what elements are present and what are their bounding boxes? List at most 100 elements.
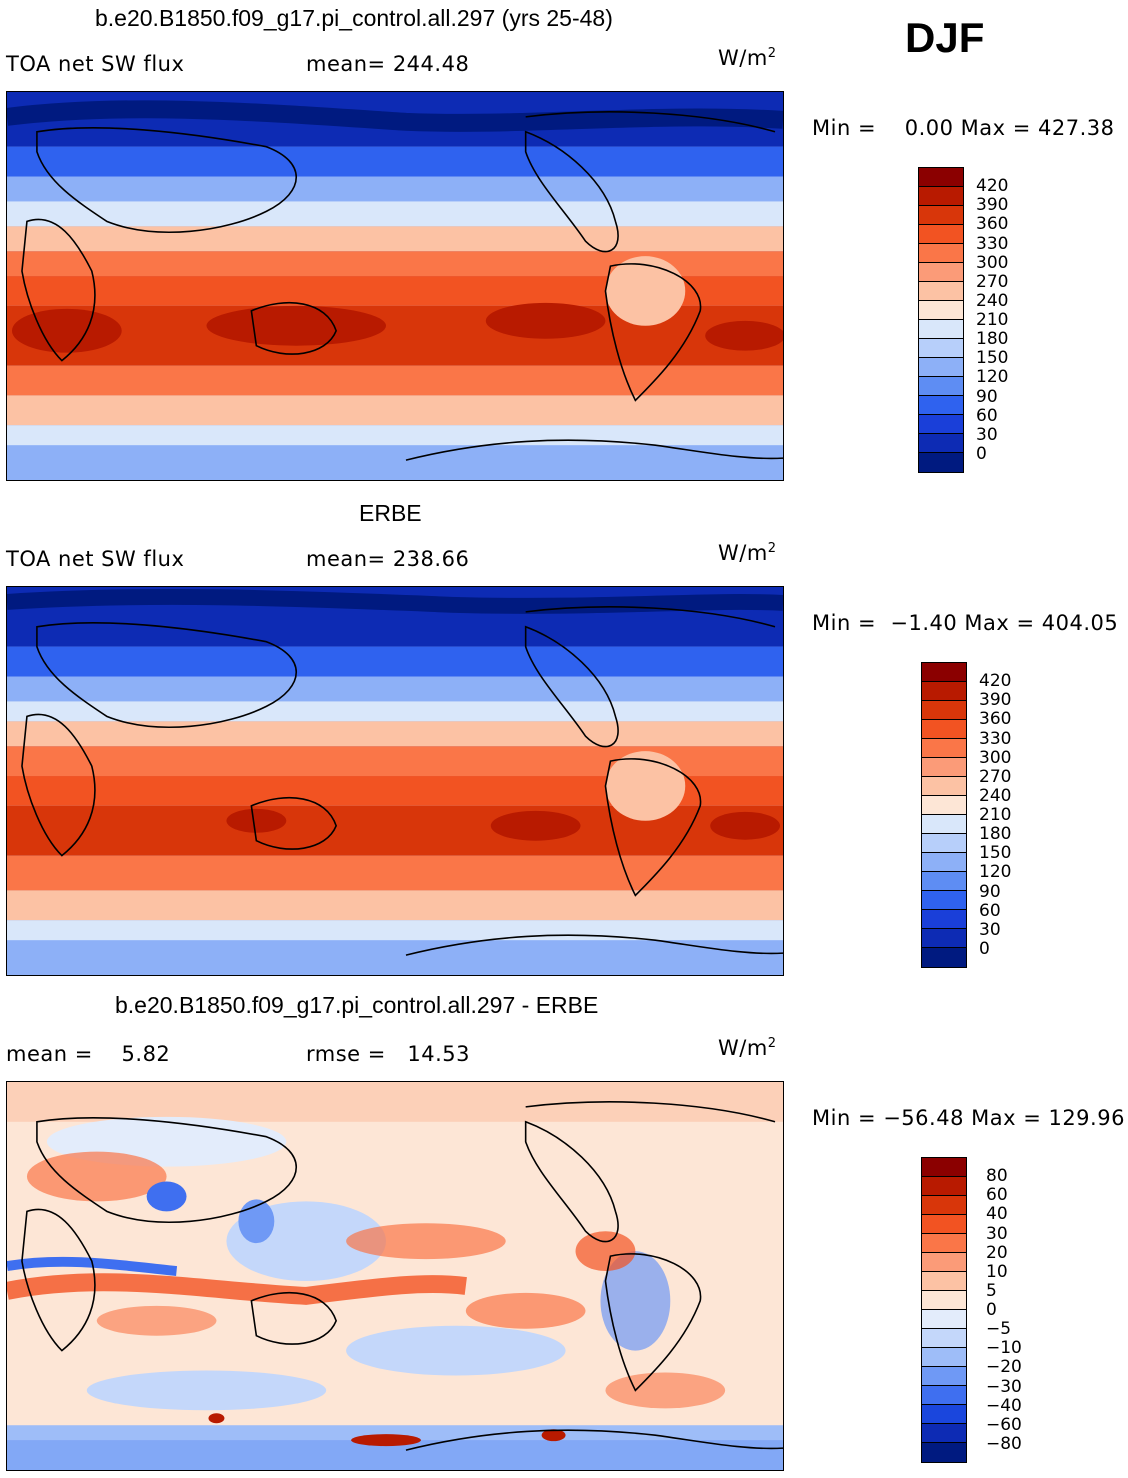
colorbar-tick-label: −10: [986, 1338, 1022, 1359]
colorbar-tick-label: 330: [979, 728, 1012, 749]
colorbar-tick-label: 60: [976, 405, 998, 426]
colorbar-tick-label: 240: [979, 785, 1012, 806]
colorbar-tick-label: 120: [979, 862, 1012, 883]
colorbar-tick-label: 330: [976, 233, 1009, 254]
colorbar-tick-label: 20: [986, 1242, 1008, 1263]
colorbar-tick-label: 30: [986, 1223, 1008, 1244]
panel-2-variable-label: TOA net SW flux: [6, 547, 185, 571]
panel-3-units: W/m2: [718, 1036, 777, 1060]
colorbar-tick-label: 210: [976, 310, 1009, 330]
colorbar-tick-label: 360: [976, 214, 1009, 235]
colorbar-swatch: [922, 1424, 966, 1443]
colorbar-swatch: [919, 358, 963, 377]
colorbar-swatch: [922, 1291, 966, 1310]
panel-2-map-field: [7, 587, 783, 975]
colorbar-tick-label: 270: [976, 271, 1009, 292]
colorbar-tick-label: −20: [986, 1357, 1022, 1378]
colorbar-tick-label: 150: [979, 843, 1012, 864]
colorbar-swatch: [922, 1215, 966, 1234]
colorbar-tick-label: 90: [976, 386, 998, 407]
colorbar-tick-label: 240: [976, 290, 1009, 311]
colorbar-tick-label: −40: [986, 1395, 1022, 1416]
season-label: DJF: [905, 14, 985, 61]
colorbar-swatch: [919, 434, 963, 453]
panel-1-map-field: [7, 92, 783, 480]
colorbar-swatch: [922, 1386, 966, 1405]
colorbar-tick-label: −60: [986, 1414, 1022, 1435]
colorbar-swatch: [922, 682, 966, 701]
panel-1-mean-label: mean= 244.48: [306, 52, 470, 76]
colorbar-swatch: [919, 377, 963, 396]
panel-3-title: b.e20.B1850.f09_g17.pi_control.all.297 -…: [115, 992, 599, 1018]
colorbar-tick-label: −5: [986, 1319, 1012, 1340]
colorbar-swatch: [919, 187, 963, 206]
colorbar-swatch: [922, 777, 966, 796]
colorbar-swatch: [922, 663, 966, 682]
colorbar-swatch: [922, 872, 966, 891]
colorbar-tick-label: 300: [979, 747, 1012, 768]
colorbar-swatch: [922, 815, 966, 834]
colorbar-tick-label: 40: [986, 1204, 1008, 1225]
colorbar-swatch: [919, 320, 963, 339]
colorbar-swatch: [922, 834, 966, 853]
colorbar-swatch: [919, 168, 963, 187]
colorbar-swatch: [922, 929, 966, 948]
colorbar-swatch: [922, 739, 966, 758]
colorbar-tick-label: 30: [976, 424, 998, 445]
colorbar-tick-label: 5: [986, 1280, 997, 1301]
colorbar-swatch: [922, 758, 966, 777]
colorbar-swatch: [919, 282, 963, 301]
colorbar-tick-label: 0: [979, 938, 990, 959]
colorbar-swatch: [922, 1367, 966, 1386]
colorbar-tick-label: 390: [979, 690, 1012, 711]
colorbar-swatch: [922, 1234, 966, 1253]
colorbar-tick-label: 300: [976, 252, 1009, 273]
colorbar-swatch: [919, 244, 963, 263]
colorbar-swatch: [922, 910, 966, 929]
colorbar-tick-label: 90: [979, 881, 1001, 902]
colorbar-tick-label: 210: [979, 805, 1012, 825]
colorbar-tick-label: 0: [976, 443, 987, 464]
panel-3-rmse-label: rmse = 14.53: [306, 1042, 470, 1066]
colorbar-swatch: [922, 1329, 966, 1348]
colorbar-swatch: [922, 853, 966, 872]
panel-3-minmax: Min = −56.48 Max = 129.96: [812, 1106, 1125, 1130]
colorbar-tick-label: 180: [976, 329, 1009, 350]
colorbar-swatch: [919, 225, 963, 244]
colorbar-tick-label: 10: [986, 1261, 1008, 1282]
colorbar-swatch: [919, 415, 963, 434]
colorbar-tick-label: 420: [979, 671, 1012, 692]
colorbar-tick-label: 60: [979, 900, 1001, 921]
colorbar-swatch: [919, 206, 963, 225]
colorbar-swatch: [922, 701, 966, 720]
colorbar-swatch: [922, 1272, 966, 1291]
colorbar-tick-label: 80: [986, 1166, 1008, 1187]
panel-2-title: ERBE: [359, 500, 422, 526]
colorbar-swatch: [922, 1158, 966, 1177]
panel-1-variable-label: TOA net SW flux: [6, 52, 185, 76]
colorbar-swatch: [919, 453, 963, 472]
colorbar-swatch: [919, 263, 963, 282]
colorbar-swatch: [922, 796, 966, 815]
colorbar-swatch: [919, 301, 963, 320]
colorbar-tick-label: 120: [976, 367, 1009, 388]
colorbar-tick-label: 270: [979, 766, 1012, 787]
colorbar-tick-label: 180: [979, 824, 1012, 845]
colorbar-swatch: [922, 1177, 966, 1196]
panel-1-minmax: Min = 0.00 Max = 427.38: [812, 116, 1115, 140]
panel-1-title: b.e20.B1850.f09_g17.pi_control.all.297 (…: [95, 5, 613, 31]
colorbar-tick-label: 420: [976, 176, 1009, 197]
panel-2-colorbar: [921, 662, 967, 968]
panel-2-minmax: Min = −1.40 Max = 404.05: [812, 611, 1119, 635]
panel-3-colorbar: [921, 1157, 967, 1463]
colorbar-swatch: [919, 339, 963, 358]
colorbar-swatch: [922, 1443, 966, 1462]
panel-2-mean-label: mean= 238.66: [306, 547, 470, 571]
colorbar-tick-label: 390: [976, 195, 1009, 216]
colorbar-swatch: [922, 891, 966, 910]
colorbar-tick-label: 30: [979, 919, 1001, 940]
panel-1-units: W/m2: [718, 46, 777, 70]
panel-2-map: [6, 586, 784, 976]
panel-3-mean-label: mean = 5.82: [6, 1042, 171, 1066]
colorbar-swatch: [922, 1196, 966, 1215]
